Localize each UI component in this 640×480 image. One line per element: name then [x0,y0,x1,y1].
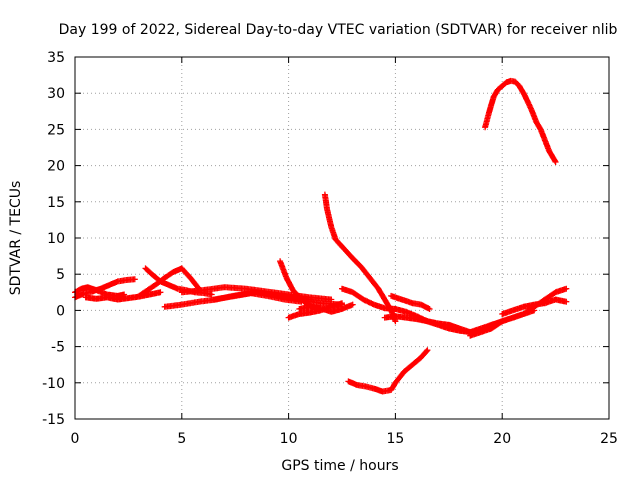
y-tick-label: 25 [47,122,65,138]
x-tick-label: 0 [71,431,80,447]
y-tick-label: 10 [47,231,65,247]
x-tick-labels: 0 5 10 15 20 25 [71,431,618,447]
series-marks [345,347,431,395]
x-axis-label: GPS time / hours [281,458,398,474]
series-track-5 [136,265,202,299]
y-tick-label: -10 [42,376,65,392]
x-tick-label: 15 [386,431,404,447]
x-tick-label: 5 [177,431,186,447]
x-tick-label: 20 [493,431,511,447]
y-tick-labels: -15 -10 -5 0 5 10 15 20 25 30 35 [42,50,65,428]
series-track-15 [388,292,433,312]
x-tick-label: 10 [280,431,298,447]
y-tick-label: -15 [42,412,65,428]
y-tick-label: 30 [47,86,65,102]
series-marks [482,77,559,165]
y-tick-label: 20 [47,159,65,175]
series-marks [136,265,202,299]
series-marks [296,301,356,315]
x-tick-label: 25 [600,431,618,447]
series-marks [388,292,433,312]
y-tick-label: 0 [56,303,65,319]
y-tick-label: -5 [51,340,65,356]
series-track-20 [345,347,431,395]
y-tick-label: 15 [47,195,65,211]
series-marks [499,296,570,317]
data-points [72,77,570,395]
y-tick-label: 35 [47,50,65,66]
axis-ticks [74,56,610,420]
y-axis-label: SDTVAR / TECUs [8,181,24,296]
plot-frame [74,56,610,420]
series-track-19 [499,296,570,317]
series-track-21 [482,77,559,165]
series-track-11 [296,301,356,315]
y-tick-label: 5 [56,267,65,283]
chart-title: Day 199 of 2022, Sidereal Day-to-day VTE… [59,22,618,38]
